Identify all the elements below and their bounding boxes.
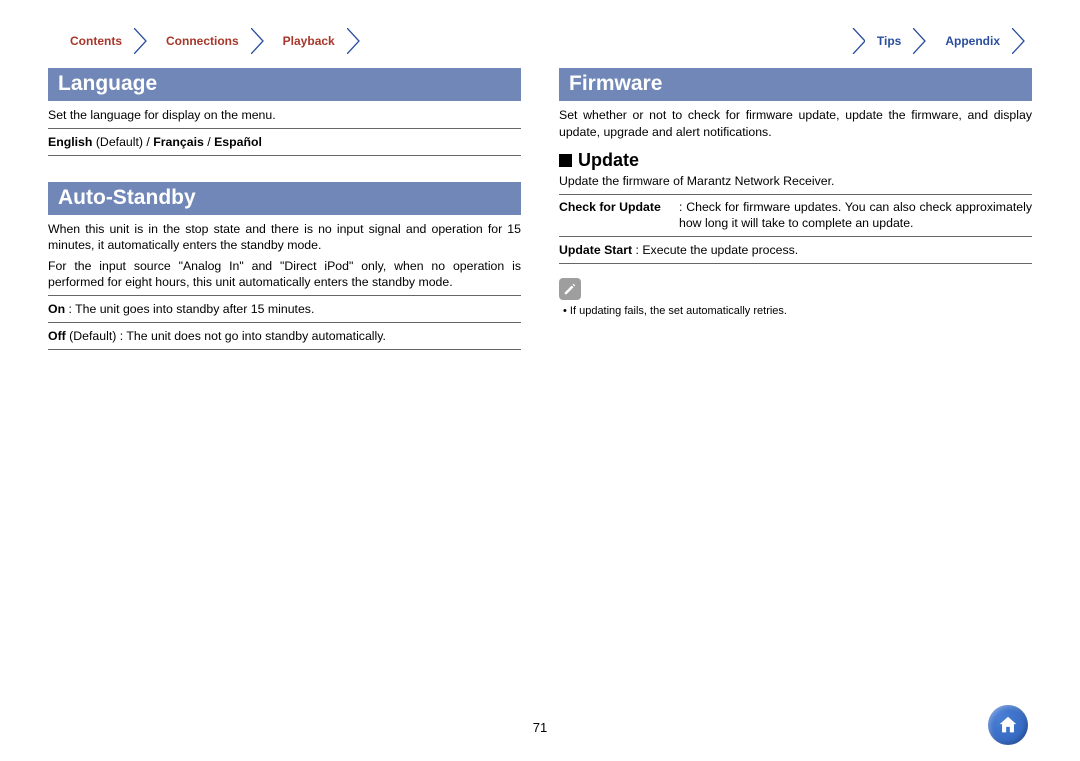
update-note: If updating fails, the set automatically… (559, 304, 1032, 318)
off-label: Off (48, 329, 66, 343)
divider (48, 322, 521, 323)
update-desc: Update the firmware of Marantz Network R… (559, 173, 1032, 190)
opt-francais: Français (153, 135, 204, 149)
autostandby-p1: When this unit is in the stop state and … (48, 221, 521, 254)
opt-english: English (48, 135, 92, 149)
autostandby-off: Off (Default) : The unit does not go int… (48, 327, 521, 345)
opt-default: (Default) / (92, 135, 153, 149)
autostandby-p2: For the input source "Analog In" and "Di… (48, 258, 521, 291)
check-text: : Check for firmware updates. You can al… (679, 200, 1032, 231)
tab-appendix[interactable]: Appendix (923, 28, 1022, 54)
check-label: Check for Update (559, 199, 679, 232)
tab-label: Appendix (945, 34, 1000, 48)
start-text: : Execute the update process. (632, 243, 798, 257)
home-icon (997, 714, 1019, 736)
autostandby-on: On : The unit goes into standby after 15… (48, 300, 521, 318)
nav-tabs: Contents Connections Playback Tips Appen… (48, 28, 1032, 54)
tab-playback[interactable]: Playback (261, 28, 357, 54)
opt-espanol: Español (214, 135, 262, 149)
tab-tips[interactable]: Tips (855, 28, 923, 54)
left-column: Language Set the language for display on… (48, 68, 521, 354)
section-language-header: Language (48, 68, 521, 101)
off-text: : The unit does not go into standby auto… (116, 329, 386, 343)
tab-label: Tips (877, 34, 901, 48)
start-label: Update Start (559, 243, 632, 257)
chevron-icon (845, 28, 865, 54)
divider (559, 194, 1032, 195)
on-label: On (48, 302, 65, 316)
tab-label: Contents (70, 34, 122, 48)
update-label: Update (578, 150, 639, 171)
off-default: (Default) (66, 329, 117, 343)
tab-connections[interactable]: Connections (144, 28, 261, 54)
check-for-update-row: Check for Update : Check for firmware up… (559, 199, 1032, 232)
opt-sep: / (204, 135, 214, 149)
update-subheading: Update (559, 150, 1032, 171)
section-autostandby-header: Auto-Standby (48, 182, 521, 215)
update-start-row: Update Start : Execute the update proces… (559, 241, 1032, 259)
divider (559, 263, 1032, 264)
language-desc: Set the language for display on the menu… (48, 107, 521, 124)
tab-label: Playback (283, 34, 335, 48)
check-desc: : Check for firmware updates. You can al… (679, 199, 1032, 232)
language-options: English (Default) / Français / Español (48, 133, 521, 151)
on-text: : The unit goes into standby after 15 mi… (65, 302, 314, 316)
chevron-icon (1012, 28, 1032, 54)
pencil-note-icon (559, 278, 581, 300)
page-number: 71 (533, 720, 547, 735)
square-bullet-icon (559, 154, 572, 167)
right-column: Firmware Set whether or not to check for… (559, 68, 1032, 354)
section-firmware-header: Firmware (559, 68, 1032, 101)
chevron-icon (347, 28, 367, 54)
firmware-desc: Set whether or not to check for firmware… (559, 107, 1032, 140)
divider (48, 128, 521, 129)
home-button[interactable] (988, 705, 1028, 745)
divider (48, 349, 521, 350)
tab-label: Connections (166, 34, 239, 48)
divider (48, 295, 521, 296)
tab-contents[interactable]: Contents (48, 28, 144, 54)
divider (559, 236, 1032, 237)
divider (48, 155, 521, 156)
